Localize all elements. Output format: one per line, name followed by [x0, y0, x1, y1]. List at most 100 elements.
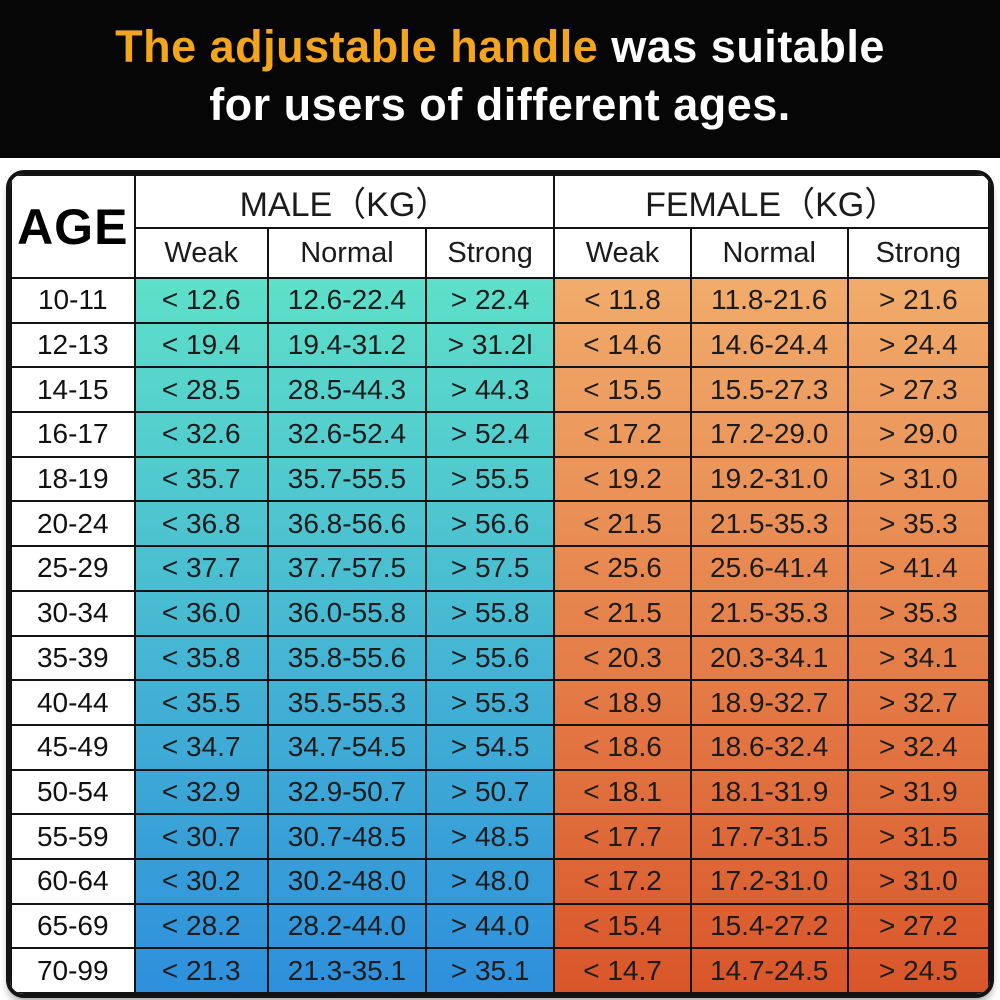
female-value-cell: < 17.2: [553, 411, 692, 458]
female-value-cell: < 15.5: [553, 366, 692, 414]
table-row: 16-17 < 32.6 32.6-52.4 > 52.4 < 17.2 17.2-29.…: [10, 411, 990, 458]
male-strong-header: Strong: [424, 227, 556, 279]
female-value-cell: > 29.0: [846, 411, 990, 458]
female-value-cell: 14.7-24.5: [689, 947, 849, 994]
age-cell: 70-99: [10, 947, 136, 994]
banner-title-line1: The adjustable handle was suitable: [115, 18, 885, 76]
strength-table-container: AGE MALE（KG） FEMALE（KG） Weak Normal Stro…: [6, 170, 994, 998]
age-cell: 35-39: [10, 634, 136, 682]
female-value-cell: < 17.2: [553, 857, 692, 905]
male-value-cell: < 19.4: [133, 321, 269, 369]
female-value-cell: 15.5-27.3: [689, 366, 849, 414]
male-value-cell: < 12.6: [133, 277, 269, 324]
male-value-cell: 34.7-54.5: [266, 723, 427, 771]
male-value-cell: 12.6-22.4: [266, 277, 427, 324]
table-row: 40-44 < 35.5 35.5-55.3 > 55.3 < 18.9 18.9-32.…: [10, 679, 990, 726]
table-row: 50-54 < 32.9 32.9-50.7 > 50.7 < 18.1 18.1-31.…: [10, 768, 990, 816]
female-value-cell: 18.6-32.4: [689, 723, 849, 771]
male-value-cell: > 31.2l: [424, 321, 556, 369]
male-value-cell: < 30.2: [133, 857, 269, 905]
male-value-cell: 30.2-48.0: [266, 857, 427, 905]
male-value-cell: > 54.5: [424, 723, 556, 771]
age-cell: 18-19: [10, 455, 136, 503]
table-row: 18-19 < 35.7 35.7-55.5 > 55.5 < 19.2 19.2-31.…: [10, 455, 990, 503]
female-value-cell: < 21.5: [553, 500, 692, 548]
male-weak-header: Weak: [133, 227, 269, 279]
female-value-cell: < 15.4: [553, 902, 692, 950]
male-value-cell: < 32.6: [133, 411, 269, 458]
female-value-cell: > 27.2: [846, 902, 990, 950]
male-value-cell: 35.8-55.6: [266, 634, 427, 682]
male-value-cell: > 22.4: [424, 277, 556, 324]
table-row: 70-99 < 21.3 21.3-35.1 > 35.1 < 14.7 14.7-24.…: [10, 947, 990, 994]
age-column-header: AGE: [10, 174, 136, 279]
female-value-cell: > 31.5: [846, 813, 990, 860]
female-value-cell: < 25.6: [553, 545, 692, 592]
male-value-cell: < 35.7: [133, 455, 269, 503]
male-value-cell: > 50.7: [424, 768, 556, 816]
age-cell: 50-54: [10, 768, 136, 816]
male-value-cell: > 48.0: [424, 857, 556, 905]
table-row: 10-11 < 12.6 12.6-22.4 > 22.4 < 11.8 11.8-21.…: [10, 277, 990, 324]
male-normal-header: Normal: [266, 227, 427, 279]
male-value-cell: > 35.1: [424, 947, 556, 994]
female-value-cell: 21.5-35.3: [689, 589, 849, 637]
age-cell: 40-44: [10, 679, 136, 726]
male-value-cell: > 44.3: [424, 366, 556, 414]
female-value-cell: < 14.7: [553, 947, 692, 994]
female-value-cell: > 32.4: [846, 723, 990, 771]
female-value-cell: < 21.5: [553, 589, 692, 637]
female-value-cell: 19.2-31.0: [689, 455, 849, 503]
male-value-cell: 32.9-50.7: [266, 768, 427, 816]
female-value-cell: > 27.3: [846, 366, 990, 414]
banner-title-line2: for users of different ages.: [209, 79, 791, 130]
strength-table: AGE MALE（KG） FEMALE（KG） Weak Normal Stro…: [10, 174, 990, 994]
age-cell: 55-59: [10, 813, 136, 860]
male-value-cell: > 56.6: [424, 500, 556, 548]
table-header: AGE MALE（KG） FEMALE（KG） Weak Normal Stro…: [10, 174, 990, 279]
age-cell: 60-64: [10, 857, 136, 905]
male-value-cell: < 35.8: [133, 634, 269, 682]
female-value-cell: < 14.6: [553, 321, 692, 369]
male-value-cell: > 55.3: [424, 679, 556, 726]
table-row: 65-69 < 28.2 28.2-44.0 > 44.0 < 15.4 15.4-27.…: [10, 902, 990, 950]
male-value-cell: 21.3-35.1: [266, 947, 427, 994]
table-body: 10-11 < 12.6 12.6-22.4 > 22.4 < 11.8 11.8-21.…: [10, 277, 990, 994]
male-value-cell: 37.7-57.5: [266, 545, 427, 592]
female-value-cell: < 18.1: [553, 768, 692, 816]
table-row: 30-34 < 36.0 36.0-55.8 > 55.8 < 21.5 21.5-35.…: [10, 589, 990, 637]
table-row: 20-24 < 36.8 36.8-56.6 > 56.6 < 21.5 21.5-35.…: [10, 500, 990, 548]
female-value-cell: 18.9-32.7: [689, 679, 849, 726]
age-cell: 20-24: [10, 500, 136, 548]
age-cell: 45-49: [10, 723, 136, 771]
male-value-cell: > 52.4: [424, 411, 556, 458]
table-row: 12-13 < 19.4 19.4-31.2 > 31.2l < 14.6 14.6-24…: [10, 321, 990, 369]
female-value-cell: < 18.6: [553, 723, 692, 771]
banner-title-rest: was suitable: [598, 21, 885, 73]
female-value-cell: < 20.3: [553, 634, 692, 682]
male-value-cell: < 28.5: [133, 366, 269, 414]
male-value-cell: < 37.7: [133, 545, 269, 592]
male-value-cell: > 55.5: [424, 455, 556, 503]
female-value-cell: 14.6-24.4: [689, 321, 849, 369]
table-row: 55-59 < 30.7 30.7-48.5 > 48.5 < 17.7 17.7-31.…: [10, 813, 990, 860]
male-value-cell: 28.5-44.3: [266, 366, 427, 414]
female-value-cell: 17.2-31.0: [689, 857, 849, 905]
female-value-cell: > 24.4: [846, 321, 990, 369]
female-value-cell: < 18.9: [553, 679, 692, 726]
male-value-cell: < 21.3: [133, 947, 269, 994]
female-value-cell: > 32.7: [846, 679, 990, 726]
male-value-cell: > 44.0: [424, 902, 556, 950]
age-cell: 16-17: [10, 411, 136, 458]
age-cell: 12-13: [10, 321, 136, 369]
female-value-cell: 17.2-29.0: [689, 411, 849, 458]
male-value-cell: 30.7-48.5: [266, 813, 427, 860]
age-cell: 14-15: [10, 366, 136, 414]
female-value-cell: < 17.7: [553, 813, 692, 860]
female-value-cell: > 34.1: [846, 634, 990, 682]
male-value-cell: < 30.7: [133, 813, 269, 860]
male-value-cell: < 34.7: [133, 723, 269, 771]
female-value-cell: > 41.4: [846, 545, 990, 592]
male-value-cell: > 55.6: [424, 634, 556, 682]
age-cell: 65-69: [10, 902, 136, 950]
